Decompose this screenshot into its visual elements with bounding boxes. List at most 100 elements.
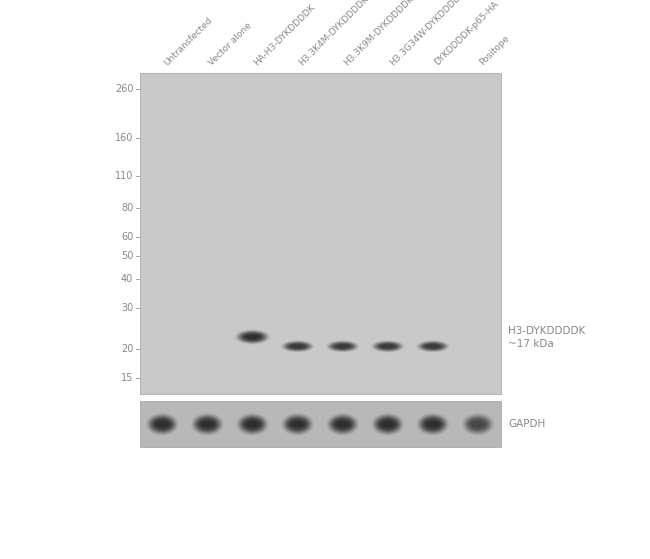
- Ellipse shape: [421, 416, 445, 432]
- Ellipse shape: [382, 421, 393, 427]
- Ellipse shape: [192, 414, 223, 435]
- Ellipse shape: [153, 419, 171, 429]
- Ellipse shape: [201, 421, 214, 428]
- Text: HA-H3-DYKDDDDK: HA-H3-DYKDDDDK: [252, 2, 317, 67]
- Text: GAPDH: GAPDH: [508, 419, 545, 429]
- Ellipse shape: [377, 417, 399, 432]
- Ellipse shape: [202, 421, 213, 427]
- Ellipse shape: [419, 415, 446, 433]
- Ellipse shape: [329, 342, 356, 351]
- Text: 60: 60: [121, 233, 133, 243]
- Ellipse shape: [157, 421, 168, 427]
- Ellipse shape: [284, 415, 311, 433]
- Ellipse shape: [282, 414, 313, 435]
- Ellipse shape: [378, 418, 398, 430]
- Bar: [140, 73, 501, 394]
- Ellipse shape: [334, 419, 352, 429]
- Ellipse shape: [335, 344, 350, 349]
- Text: 50: 50: [121, 251, 133, 261]
- Ellipse shape: [284, 342, 311, 351]
- Text: 30: 30: [121, 303, 133, 312]
- Ellipse shape: [423, 418, 443, 430]
- Ellipse shape: [382, 345, 393, 348]
- Ellipse shape: [330, 416, 355, 432]
- Ellipse shape: [155, 420, 170, 429]
- Ellipse shape: [290, 420, 305, 429]
- Ellipse shape: [419, 414, 447, 434]
- Ellipse shape: [466, 416, 490, 432]
- Ellipse shape: [147, 414, 178, 435]
- Ellipse shape: [199, 419, 216, 429]
- Ellipse shape: [327, 414, 358, 435]
- Ellipse shape: [471, 420, 486, 429]
- Ellipse shape: [465, 415, 491, 433]
- Ellipse shape: [196, 417, 218, 432]
- Ellipse shape: [418, 341, 448, 352]
- Ellipse shape: [333, 418, 352, 430]
- Ellipse shape: [195, 416, 220, 432]
- Ellipse shape: [242, 333, 263, 341]
- Ellipse shape: [380, 420, 395, 429]
- Ellipse shape: [422, 343, 443, 349]
- Ellipse shape: [149, 415, 176, 433]
- Ellipse shape: [468, 418, 488, 430]
- Ellipse shape: [379, 344, 396, 349]
- Text: 110: 110: [115, 171, 133, 181]
- Ellipse shape: [283, 414, 312, 434]
- Ellipse shape: [285, 416, 310, 432]
- Ellipse shape: [419, 342, 447, 351]
- Ellipse shape: [198, 418, 217, 430]
- Ellipse shape: [151, 417, 174, 432]
- Ellipse shape: [242, 418, 263, 430]
- Ellipse shape: [239, 331, 266, 342]
- Ellipse shape: [336, 344, 349, 348]
- Ellipse shape: [374, 415, 401, 433]
- Ellipse shape: [467, 417, 489, 432]
- Text: 15: 15: [121, 373, 133, 383]
- Ellipse shape: [238, 414, 267, 434]
- Text: Positope: Positope: [478, 34, 512, 67]
- Ellipse shape: [292, 421, 303, 427]
- Ellipse shape: [337, 345, 348, 348]
- Ellipse shape: [246, 421, 259, 428]
- Ellipse shape: [374, 342, 401, 351]
- Ellipse shape: [156, 421, 169, 428]
- Ellipse shape: [152, 418, 172, 430]
- Ellipse shape: [379, 419, 396, 429]
- Ellipse shape: [289, 344, 307, 349]
- Text: Vector alone: Vector alone: [207, 21, 254, 67]
- Ellipse shape: [330, 415, 356, 433]
- Ellipse shape: [332, 343, 354, 350]
- Ellipse shape: [246, 335, 259, 339]
- Ellipse shape: [241, 417, 263, 432]
- Ellipse shape: [285, 342, 310, 350]
- Ellipse shape: [240, 332, 265, 342]
- Ellipse shape: [424, 344, 442, 349]
- Text: H3-DYKDDDDK: H3-DYKDDDDK: [508, 326, 586, 337]
- Ellipse shape: [286, 343, 309, 350]
- Ellipse shape: [333, 343, 353, 349]
- Ellipse shape: [148, 414, 177, 434]
- Ellipse shape: [381, 344, 395, 348]
- Ellipse shape: [463, 414, 493, 434]
- Ellipse shape: [194, 415, 221, 433]
- Ellipse shape: [237, 330, 268, 343]
- Ellipse shape: [336, 421, 349, 428]
- Ellipse shape: [422, 417, 444, 432]
- Ellipse shape: [283, 341, 313, 352]
- Ellipse shape: [375, 342, 400, 350]
- Ellipse shape: [332, 417, 354, 432]
- Ellipse shape: [426, 421, 439, 428]
- Ellipse shape: [290, 344, 305, 349]
- Ellipse shape: [243, 333, 262, 340]
- Ellipse shape: [473, 421, 484, 427]
- Ellipse shape: [239, 415, 266, 433]
- Ellipse shape: [417, 414, 448, 435]
- Ellipse shape: [291, 344, 304, 348]
- Ellipse shape: [426, 344, 439, 348]
- Text: H3.3K9M-DYKDDDDK: H3.3K9M-DYKDDDDK: [343, 0, 416, 67]
- Ellipse shape: [200, 420, 215, 429]
- Ellipse shape: [421, 342, 445, 350]
- Ellipse shape: [327, 340, 359, 352]
- Ellipse shape: [373, 341, 402, 352]
